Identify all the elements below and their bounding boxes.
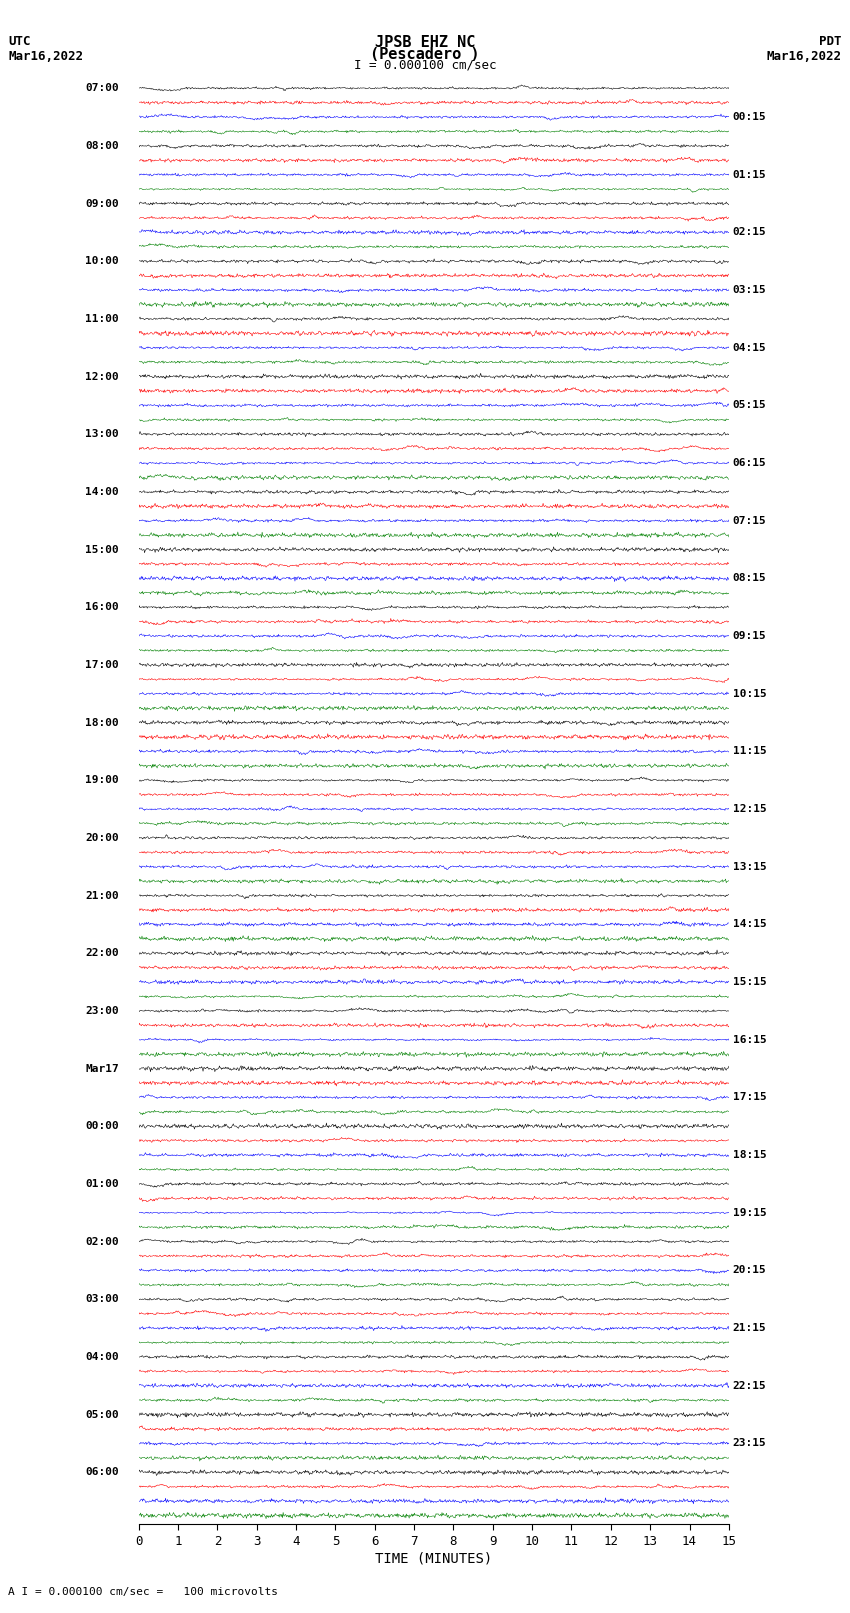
Text: 04:15: 04:15 <box>733 342 767 353</box>
Text: 20:00: 20:00 <box>85 832 119 844</box>
Text: JPSB EHZ NC: JPSB EHZ NC <box>375 35 475 50</box>
Text: 06:00: 06:00 <box>85 1468 119 1478</box>
Text: UTC
Mar16,2022: UTC Mar16,2022 <box>8 35 83 63</box>
Text: 17:15: 17:15 <box>733 1092 767 1102</box>
Text: 23:15: 23:15 <box>733 1439 767 1448</box>
Text: A I = 0.000100 cm/sec =   100 microvolts: A I = 0.000100 cm/sec = 100 microvolts <box>8 1587 279 1597</box>
Text: 19:15: 19:15 <box>733 1208 767 1218</box>
Text: 02:00: 02:00 <box>85 1237 119 1247</box>
Text: 05:00: 05:00 <box>85 1410 119 1419</box>
Text: 09:00: 09:00 <box>85 198 119 208</box>
Text: 18:00: 18:00 <box>85 718 119 727</box>
Text: 20:15: 20:15 <box>733 1266 767 1276</box>
Text: 13:00: 13:00 <box>85 429 119 439</box>
Text: 04:00: 04:00 <box>85 1352 119 1361</box>
Text: 08:15: 08:15 <box>733 573 767 584</box>
Text: 07:00: 07:00 <box>85 84 119 94</box>
Text: 03:15: 03:15 <box>733 286 767 295</box>
Text: 23:00: 23:00 <box>85 1007 119 1016</box>
Text: 21:15: 21:15 <box>733 1323 767 1332</box>
Text: PDT
Mar16,2022: PDT Mar16,2022 <box>767 35 842 63</box>
Text: 03:00: 03:00 <box>85 1294 119 1305</box>
Text: 15:00: 15:00 <box>85 545 119 555</box>
Text: 06:15: 06:15 <box>733 458 767 468</box>
Text: 19:00: 19:00 <box>85 776 119 786</box>
Text: 00:15: 00:15 <box>733 111 767 123</box>
Text: 16:15: 16:15 <box>733 1034 767 1045</box>
Text: 11:15: 11:15 <box>733 747 767 756</box>
Text: 12:00: 12:00 <box>85 371 119 382</box>
Text: 21:00: 21:00 <box>85 890 119 900</box>
Text: 13:15: 13:15 <box>733 861 767 871</box>
Text: 12:15: 12:15 <box>733 803 767 815</box>
Text: 18:15: 18:15 <box>733 1150 767 1160</box>
Text: Mar17: Mar17 <box>85 1063 119 1074</box>
Text: 08:00: 08:00 <box>85 140 119 152</box>
Text: 11:00: 11:00 <box>85 315 119 324</box>
Text: 17:00: 17:00 <box>85 660 119 669</box>
Text: I = 0.000100 cm/sec: I = 0.000100 cm/sec <box>354 58 496 71</box>
X-axis label: TIME (MINUTES): TIME (MINUTES) <box>375 1552 492 1566</box>
Text: 02:15: 02:15 <box>733 227 767 237</box>
Text: 01:15: 01:15 <box>733 169 767 179</box>
Text: 15:15: 15:15 <box>733 977 767 987</box>
Text: 07:15: 07:15 <box>733 516 767 526</box>
Text: 16:00: 16:00 <box>85 602 119 613</box>
Text: 14:15: 14:15 <box>733 919 767 929</box>
Text: 09:15: 09:15 <box>733 631 767 640</box>
Text: 05:15: 05:15 <box>733 400 767 410</box>
Text: 01:00: 01:00 <box>85 1179 119 1189</box>
Text: 00:00: 00:00 <box>85 1121 119 1131</box>
Text: 10:00: 10:00 <box>85 256 119 266</box>
Text: 10:15: 10:15 <box>733 689 767 698</box>
Text: 14:00: 14:00 <box>85 487 119 497</box>
Text: 22:15: 22:15 <box>733 1381 767 1390</box>
Text: (Pescadero ): (Pescadero ) <box>371 47 479 61</box>
Text: 22:00: 22:00 <box>85 948 119 958</box>
